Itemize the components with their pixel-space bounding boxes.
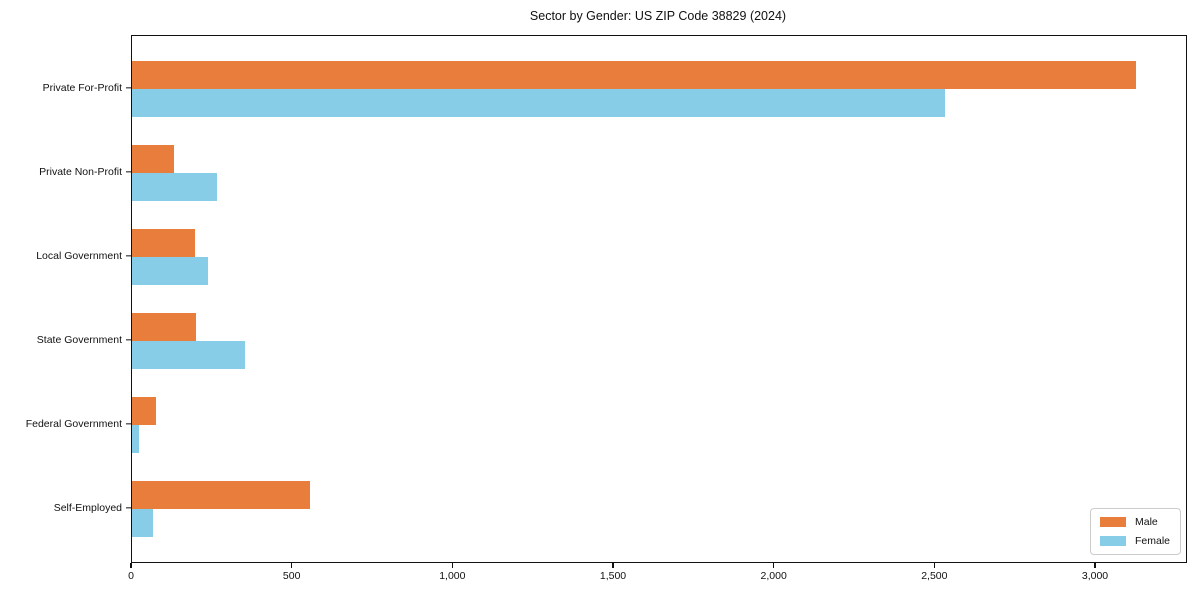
bars-container xyxy=(132,36,1186,562)
x-tick-label: 500 xyxy=(282,570,301,582)
y-tick-label: State Government xyxy=(36,333,122,346)
bar-male-private-non-profit xyxy=(132,144,175,173)
bar-male-private-for-profit xyxy=(132,60,1136,89)
legend-swatch-female xyxy=(1099,536,1126,546)
x-tick-label: 0 xyxy=(128,570,134,582)
y-tick-label: Local Government xyxy=(36,249,122,262)
y-tick-mark xyxy=(126,506,131,509)
x-tick-mark xyxy=(291,562,293,568)
plot-area: Male Female xyxy=(131,35,1187,563)
x-tick-mark xyxy=(130,562,132,568)
chart-title: Sector by Gender: US ZIP Code 38829 (202… xyxy=(529,9,787,23)
bar-male-federal-government xyxy=(132,396,156,425)
bar-female-local-government xyxy=(132,256,209,285)
y-tick-mark xyxy=(126,86,131,89)
y-tick-label: Private Non-Profit xyxy=(39,165,122,178)
bar-male-state-government xyxy=(132,312,196,341)
y-tick-mark xyxy=(126,170,131,173)
legend-swatch-male xyxy=(1099,517,1126,527)
y-tick-label: Federal Government xyxy=(25,417,122,430)
x-tick-label: 2,500 xyxy=(921,570,948,582)
x-tick-label: 1,000 xyxy=(439,570,466,582)
x-tick-label: 3,000 xyxy=(1081,570,1109,582)
x-tick-mark xyxy=(451,562,453,568)
legend-label-male: Male xyxy=(1134,516,1158,528)
y-tick-mark xyxy=(126,338,131,341)
bar-female-private-for-profit xyxy=(132,88,945,117)
bar-male-self-employed xyxy=(132,480,311,509)
y-tick-label: Private For-Profit xyxy=(42,81,122,94)
bar-male-local-government xyxy=(132,228,195,257)
legend: Male Female xyxy=(1089,508,1181,555)
x-tick-label: 2,000 xyxy=(760,570,787,582)
legend-label-female: Female xyxy=(1134,535,1170,547)
bar-female-self-employed xyxy=(132,508,153,537)
y-tick-mark xyxy=(126,254,131,257)
x-tick-mark xyxy=(773,562,775,568)
x-tick-label: 1,500 xyxy=(599,570,627,582)
y-tick-mark xyxy=(126,422,131,425)
x-tick-mark xyxy=(1094,562,1096,568)
bar-female-state-government xyxy=(132,340,246,369)
y-tick-label: Self-Employed xyxy=(53,501,122,514)
legend-entry-male: Male xyxy=(1099,516,1170,528)
x-tick-mark xyxy=(933,562,935,568)
bar-female-federal-government xyxy=(132,424,140,453)
legend-entry-female: Female xyxy=(1099,535,1170,547)
bar-female-private-non-profit xyxy=(132,172,218,201)
x-tick-mark xyxy=(612,562,614,568)
